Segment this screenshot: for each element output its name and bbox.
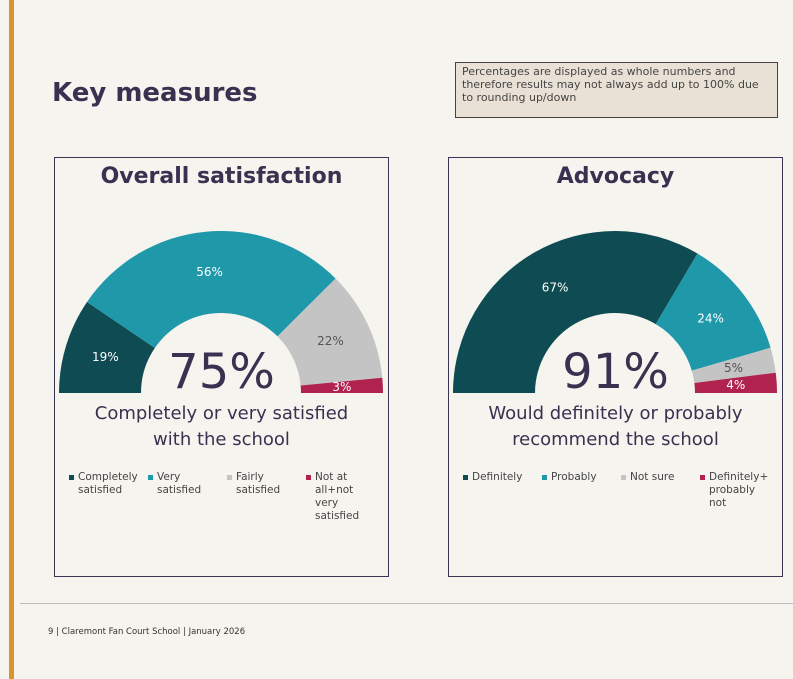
chart-subtitle: Would definitely or probably recommend t… xyxy=(488,403,743,450)
chart: 67% 24% 5% 4% xyxy=(453,231,777,393)
center-value: 91% xyxy=(562,344,669,400)
arc-segment xyxy=(655,253,771,371)
legend-swatch xyxy=(69,475,74,480)
data-label: 56% xyxy=(196,265,223,279)
chart-title: Advocacy xyxy=(556,164,675,189)
legend-label: Probably xyxy=(551,471,597,483)
divider xyxy=(20,603,793,604)
arc-segment xyxy=(453,231,698,393)
legend-item: Probably xyxy=(542,471,615,510)
legend-swatch xyxy=(700,475,705,480)
legend-item: Very satisfied xyxy=(148,471,221,523)
arc-segment xyxy=(300,377,383,393)
arc-segment xyxy=(87,230,336,349)
legend-label: Definitely+ probably not xyxy=(709,471,769,509)
chart-panel: 19% 56% 22% 3% Overall satisfaction 75% Comple… xyxy=(54,157,389,577)
arc-segment xyxy=(691,347,776,383)
arc-segment xyxy=(694,372,777,393)
data-label: 19% xyxy=(92,350,119,364)
legend-label: Very satisfied xyxy=(157,471,202,496)
legend-item: Definitely xyxy=(463,471,536,510)
page-title: Key measures xyxy=(52,78,258,108)
arc-segment xyxy=(277,278,383,386)
legend-label: Completely satisfied xyxy=(78,471,138,496)
legend-swatch xyxy=(148,475,153,480)
legend-label: Not sure xyxy=(630,471,675,483)
legend-swatch xyxy=(463,475,468,480)
legend-item: Completely satisfied xyxy=(69,471,142,523)
legend-label: Not at all+not very satisfied xyxy=(315,471,360,522)
note: Percentages are displayed as whole numbe… xyxy=(455,62,778,118)
data-label: 5% xyxy=(724,361,743,375)
legend-item: Definitely+ probably not xyxy=(700,471,773,510)
legend-swatch xyxy=(621,475,626,480)
legend: Definitely Probably Not sure Definitely+ pr… xyxy=(463,471,773,510)
footer: 9 | Claremont Fan Court School | January… xyxy=(48,627,246,637)
legend-swatch xyxy=(227,475,232,480)
arc-segment xyxy=(59,301,155,393)
data-label: 4% xyxy=(726,378,745,392)
data-label: 22% xyxy=(317,334,344,348)
accent-bar xyxy=(9,0,14,679)
center-value: 75% xyxy=(168,344,275,400)
legend-label: Definitely xyxy=(472,471,523,483)
data-label: 3% xyxy=(332,380,351,394)
legend-item: Not sure xyxy=(621,471,694,510)
data-label: 24% xyxy=(697,311,724,325)
chart: 19% 56% 22% 3% xyxy=(59,230,383,394)
legend: Completely satisfied Very satisfied Fairly… xyxy=(69,471,379,523)
data-label: 67% xyxy=(542,280,569,294)
legend-item: Fairly satisfied xyxy=(227,471,300,523)
chart-title: Overall satisfaction xyxy=(100,164,343,189)
chart-panel: 67% 24% 5% 4% Advocacy 91% Would definitely or… xyxy=(448,157,783,577)
legend-swatch xyxy=(542,475,547,480)
chart-subtitle: Completely or very satisfied with the sc… xyxy=(94,403,349,450)
legend-item: Not at all+not very satisfied xyxy=(306,471,379,523)
legend-swatch xyxy=(306,475,311,480)
legend-label: Fairly satisfied xyxy=(236,471,281,496)
